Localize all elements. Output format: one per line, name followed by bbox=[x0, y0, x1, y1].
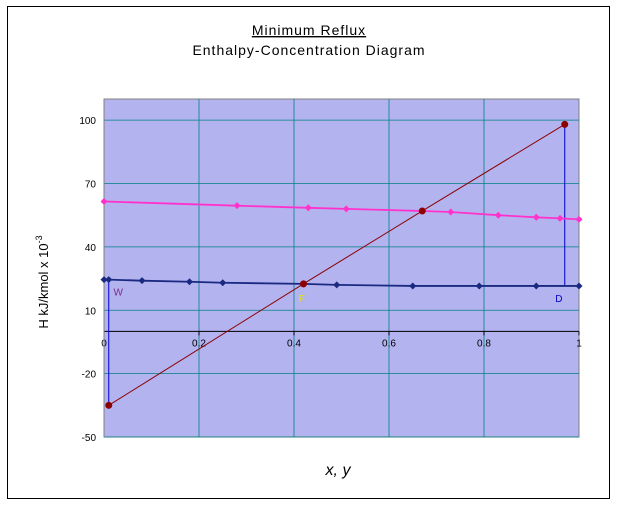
series-line bbox=[103, 200, 580, 221]
data-point bbox=[532, 282, 540, 290]
plot-background bbox=[103, 98, 580, 438]
x-axis-title: x, y bbox=[325, 462, 352, 479]
data-point bbox=[300, 280, 307, 288]
data-point bbox=[105, 401, 113, 409]
data-point bbox=[494, 211, 502, 219]
data-point bbox=[409, 282, 417, 290]
y-axis-title-main: H kJ/kmol x 10 bbox=[36, 243, 51, 328]
data-point bbox=[556, 214, 564, 222]
series-line bbox=[108, 123, 566, 406]
data-point bbox=[233, 202, 241, 210]
data-point bbox=[342, 205, 350, 213]
y-tick-label: -20 bbox=[82, 370, 97, 381]
data-point bbox=[100, 276, 108, 284]
point-annotation: D bbox=[555, 294, 562, 305]
y-tick-label: 10 bbox=[85, 306, 97, 317]
x-tick-label: 1 bbox=[576, 338, 582, 349]
data-point bbox=[561, 120, 569, 128]
data-point bbox=[138, 277, 146, 285]
data-point bbox=[105, 276, 113, 284]
point-annotation: W bbox=[114, 287, 124, 298]
x-tick-label: 0.6 bbox=[382, 338, 396, 349]
chart-frame: Minimum Reflux Enthalpy-Concentration Di… bbox=[7, 6, 610, 499]
enthalpy-chart: Minimum Reflux Enthalpy-Concentration Di… bbox=[34, 22, 583, 479]
y-tick-label: 70 bbox=[85, 180, 97, 191]
data-point bbox=[100, 197, 108, 205]
data-point bbox=[532, 213, 540, 221]
data-point bbox=[219, 279, 227, 287]
point-annotation: F bbox=[299, 294, 305, 305]
data-point bbox=[575, 282, 583, 290]
x-tick-label: 0.4 bbox=[287, 338, 301, 349]
y-axis-title: H kJ/kmol x 10-3 bbox=[34, 235, 51, 328]
y-axis-title-exponent: -3 bbox=[34, 235, 44, 243]
x-tick-label: 0.2 bbox=[192, 338, 206, 349]
data-point bbox=[418, 207, 426, 215]
data-point bbox=[304, 204, 312, 212]
data-point bbox=[447, 208, 455, 216]
data-point bbox=[475, 282, 483, 290]
x-tick-label: 0.8 bbox=[477, 338, 491, 349]
y-tick-label: -50 bbox=[82, 433, 97, 444]
y-tick-label: 100 bbox=[79, 116, 96, 127]
data-point bbox=[575, 215, 583, 223]
data-point bbox=[333, 281, 341, 289]
y-tick-label: 40 bbox=[85, 243, 97, 254]
chart-title: Minimum Reflux bbox=[252, 22, 366, 38]
data-point bbox=[186, 278, 193, 286]
chart-subtitle: Enthalpy-Concentration Diagram bbox=[192, 42, 425, 58]
